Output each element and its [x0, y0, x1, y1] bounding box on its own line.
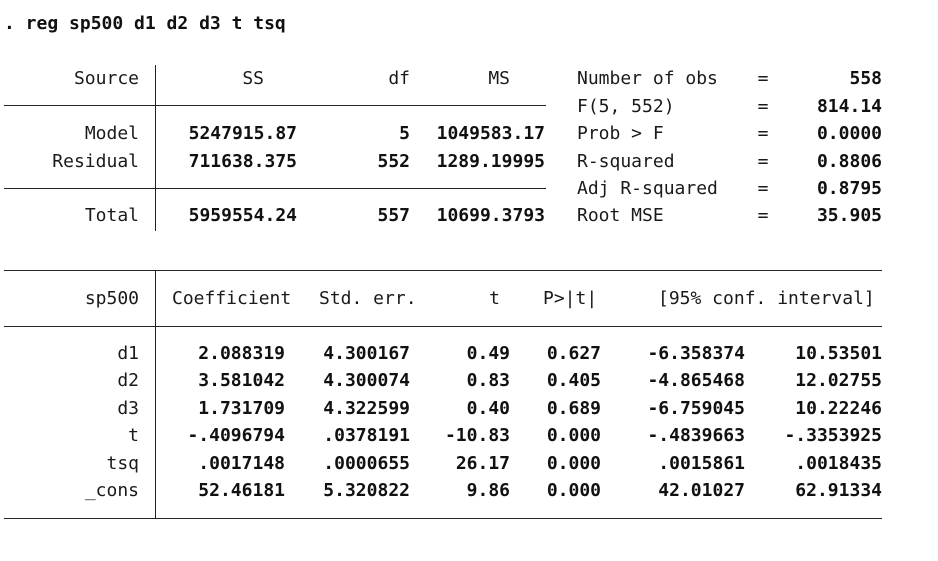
stat-label: Number of obs — [577, 68, 718, 89]
coef-row-ci-high: 10.53501 — [795, 343, 882, 364]
anova-header-ss: SS — [242, 68, 264, 89]
coef-row-ci-high: -.3353925 — [784, 425, 882, 446]
coef-row-p: 0.689 — [546, 398, 601, 419]
coef-row-var: d1 — [117, 343, 139, 364]
anova-row-df: 552 — [377, 151, 410, 172]
stat-value: 0.8806 — [816, 151, 882, 172]
anova-row-source: Residual — [52, 151, 139, 172]
coef-row-coef: 3.581042 — [198, 370, 285, 391]
coef-row-se: 4.300074 — [323, 370, 410, 391]
anova-row-ms: 1289.19995 — [436, 151, 545, 172]
coef-row-coef: 52.46181 — [198, 480, 285, 501]
coef-header-se: Std. err. — [319, 288, 417, 309]
anova-total-rule — [4, 188, 546, 189]
stat-label: F(5, 552) — [577, 96, 675, 117]
stat-label: Root MSE — [577, 205, 664, 226]
coef-header-var: sp500 — [84, 288, 139, 309]
coef-row-var: _cons — [84, 480, 139, 501]
anova-total-source: Total — [84, 205, 139, 226]
command-line: . reg sp500 d1 d2 d3 t tsq — [4, 13, 286, 34]
stat-equals: = — [757, 68, 769, 89]
anova-row-ms: 1049583.17 — [436, 123, 545, 144]
coef-vertical-rule — [155, 270, 156, 519]
coef-row-ci-high: .0018435 — [795, 453, 882, 474]
coef-header-coef: Coefficient — [172, 288, 292, 309]
coef-row-var: t — [128, 425, 139, 446]
coef-header-rule — [4, 326, 882, 327]
coef-row-se: 4.322599 — [323, 398, 410, 419]
anova-header-rule — [4, 105, 546, 106]
coef-bottom-rule — [4, 518, 882, 519]
stat-value: 35.905 — [816, 205, 882, 226]
stat-equals: = — [757, 178, 769, 199]
coef-row-p: 0.000 — [546, 453, 601, 474]
stat-value: 0.0000 — [816, 123, 882, 144]
coef-row-se: .0378191 — [323, 425, 410, 446]
coef-row-coef: 1.731709 — [198, 398, 285, 419]
coef-row-se: 5.320822 — [323, 480, 410, 501]
coef-row-p: 0.405 — [546, 370, 601, 391]
coef-row-se: .0000655 — [323, 453, 410, 474]
coef-top-rule — [4, 270, 882, 271]
coef-row-coef: -.4096794 — [187, 425, 285, 446]
coef-row-ci-low: 42.01027 — [658, 480, 745, 501]
coef-row-var: d3 — [117, 398, 139, 419]
coef-row-t: -10.83 — [444, 425, 510, 446]
stat-equals: = — [757, 205, 769, 226]
coef-row-p: 0.627 — [546, 343, 601, 364]
anova-row-ss: 5247915.87 — [188, 123, 297, 144]
anova-row-df: 5 — [399, 123, 410, 144]
stat-value: 558 — [849, 68, 882, 89]
coef-row-t: 26.17 — [455, 453, 510, 474]
coef-row-var: tsq — [106, 453, 139, 474]
coef-row-ci-low: .0015861 — [658, 453, 745, 474]
anova-row-source: Model — [84, 123, 139, 144]
anova-total-ms: 10699.3793 — [436, 205, 545, 226]
coef-row-t: 0.83 — [466, 370, 510, 391]
stat-label: Prob > F — [577, 123, 664, 144]
coef-row-coef: .0017148 — [198, 453, 285, 474]
coef-row-t: 0.40 — [466, 398, 510, 419]
coef-header-ci: [95% conf. interval] — [658, 288, 875, 309]
coef-row-t: 0.49 — [466, 343, 510, 364]
anova-vertical-rule — [155, 65, 156, 231]
coef-row-ci-high: 12.02755 — [795, 370, 882, 391]
anova-header-source: Source — [73, 68, 139, 89]
stat-equals: = — [757, 151, 769, 172]
coef-row-coef: 2.088319 — [198, 343, 285, 364]
stat-equals: = — [757, 123, 769, 144]
coef-row-ci-low: -6.358374 — [647, 343, 745, 364]
coef-row-ci-low: -4.865468 — [647, 370, 745, 391]
coef-header-t: t — [489, 288, 500, 309]
coef-row-ci-high: 62.91334 — [795, 480, 882, 501]
stat-label: R-squared — [577, 151, 675, 172]
coef-row-t: 9.86 — [466, 480, 510, 501]
stat-equals: = — [757, 96, 769, 117]
anova-total-df: 557 — [377, 205, 410, 226]
coef-row-p: 0.000 — [546, 425, 601, 446]
anova-header-ms: MS — [488, 68, 510, 89]
anova-total-ss: 5959554.24 — [188, 205, 297, 226]
stat-label: Adj R-squared — [577, 178, 718, 199]
anova-row-ss: 711638.375 — [188, 151, 297, 172]
coef-row-var: d2 — [117, 370, 139, 391]
anova-header-df: df — [388, 68, 410, 89]
coef-row-ci-low: -6.759045 — [647, 398, 745, 419]
stat-value: 0.8795 — [816, 178, 882, 199]
coef-row-se: 4.300167 — [323, 343, 410, 364]
coef-row-ci-low: -.4839663 — [647, 425, 745, 446]
coef-header-p: P>|t| — [543, 288, 598, 309]
stat-value: 814.14 — [816, 96, 882, 117]
coef-row-p: 0.000 — [546, 480, 601, 501]
coef-row-ci-high: 10.22246 — [795, 398, 882, 419]
